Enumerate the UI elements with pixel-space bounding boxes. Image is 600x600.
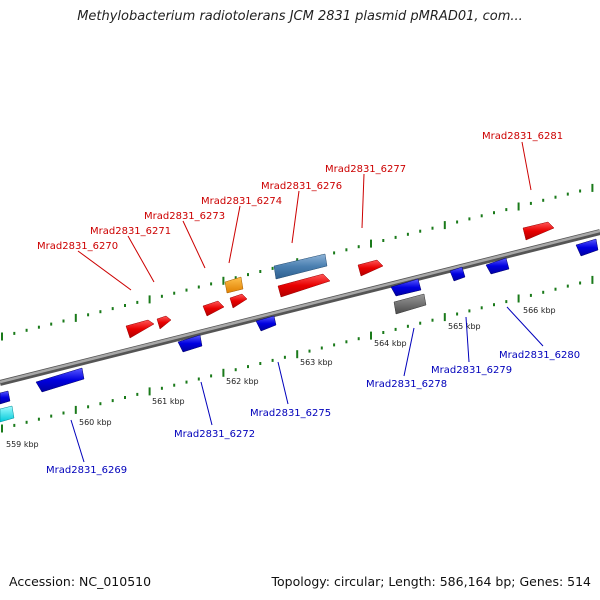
- gene-arrow[interactable]: [177, 334, 203, 353]
- scale-label: 565 kbp: [448, 322, 481, 331]
- gene-arrow[interactable]: [575, 238, 599, 257]
- scale-label: 566 kbp: [523, 306, 556, 315]
- forward-gene-labels: Mrad2831_6270 Mrad2831_6271 Mrad2831_627…: [37, 131, 563, 291]
- scale-label: 561 kbp: [152, 397, 185, 406]
- gene-arrow[interactable]: [229, 293, 248, 309]
- scale-label: 559 kbp: [6, 440, 39, 449]
- gene-label[interactable]: Mrad2831_6277: [325, 164, 406, 175]
- gene-arrow[interactable]: [156, 315, 172, 330]
- gene-arrow[interactable]: [357, 259, 384, 277]
- gene-arrow[interactable]: [125, 319, 155, 339]
- gene-label[interactable]: Mrad2831_6274: [201, 196, 282, 207]
- topology-summary: Topology: circular; Length: 586,164 bp; …: [271, 574, 592, 589]
- forward-tick-track: [1, 183, 594, 341]
- gene-label[interactable]: Mrad2831_6276: [261, 181, 342, 192]
- reverse-gene-arrows: [0, 238, 599, 423]
- accession-text: Accession: NC_010510: [9, 574, 152, 589]
- gene-label[interactable]: Mrad2831_6281: [482, 131, 563, 142]
- gene-label[interactable]: Mrad2831_6269: [46, 465, 127, 476]
- gene-arrow[interactable]: [255, 315, 277, 332]
- gene-label[interactable]: Mrad2831_6275: [250, 408, 331, 419]
- map-title: Methylobacterium radiotolerans JCM 2831 …: [77, 9, 523, 24]
- gene-arrow[interactable]: [273, 253, 328, 280]
- gene-arrow[interactable]: [0, 405, 15, 423]
- reverse-tick-track: [1, 275, 594, 433]
- gene-label[interactable]: Mrad2831_6270: [37, 241, 118, 252]
- gene-arrow[interactable]: [393, 293, 427, 315]
- gene-label[interactable]: Mrad2831_6280: [499, 350, 580, 361]
- gene-arrow[interactable]: [522, 221, 555, 241]
- scale-labels: 559 kbp 560 kbp 561 kbp 562 kbp 563 kbp …: [6, 306, 556, 449]
- scale-label: 560 kbp: [79, 418, 112, 427]
- gene-arrow[interactable]: [449, 266, 466, 282]
- gene-arrow[interactable]: [485, 257, 510, 275]
- gene-arrow[interactable]: [202, 300, 225, 317]
- gene-label[interactable]: Mrad2831_6271: [90, 226, 171, 237]
- reverse-gene-labels: Mrad2831_6269 Mrad2831_6272 Mrad2831_627…: [46, 306, 580, 476]
- gene-label[interactable]: Mrad2831_6273: [144, 211, 225, 222]
- scale-label: 564 kbp: [374, 339, 407, 348]
- gene-label[interactable]: Mrad2831_6278: [366, 379, 447, 390]
- scale-label: 562 kbp: [226, 377, 259, 386]
- gene-label[interactable]: Mrad2831_6279: [431, 365, 512, 376]
- gene-arrow[interactable]: [390, 278, 422, 297]
- gene-arrow[interactable]: [224, 276, 244, 294]
- scale-label: 563 kbp: [300, 358, 333, 367]
- gene-arrow[interactable]: [0, 390, 11, 405]
- backbone: [0, 229, 600, 386]
- gene-arrow[interactable]: [35, 367, 85, 393]
- gene-label[interactable]: Mrad2831_6272: [174, 429, 255, 440]
- gene-arrow[interactable]: [277, 273, 331, 298]
- forward-gene-arrows: [125, 221, 555, 339]
